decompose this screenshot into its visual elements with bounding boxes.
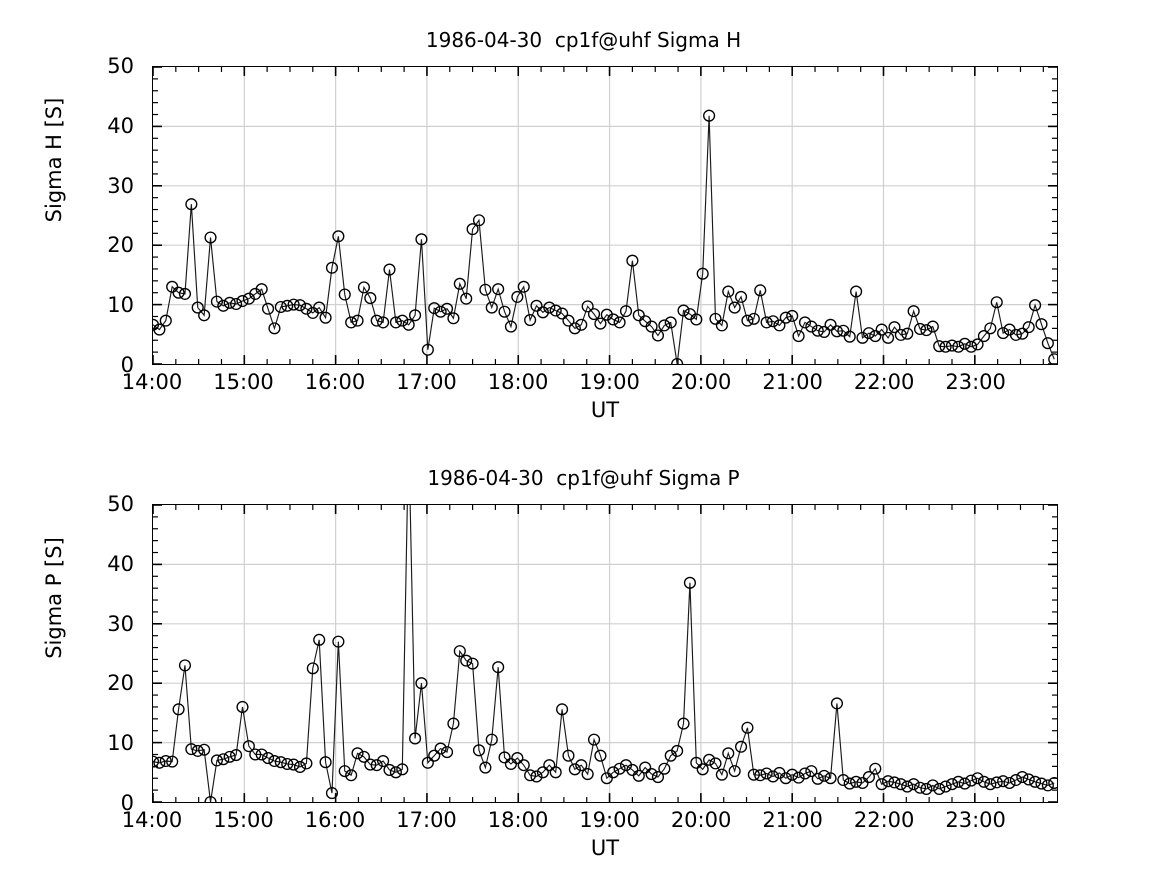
data-line: [153, 505, 1055, 802]
x-tick-label: 20:00: [670, 370, 732, 394]
x-tick-label: 18:00: [487, 808, 549, 832]
x-tick-label: 17:00: [396, 370, 457, 394]
axis-ticks: [153, 67, 1057, 364]
x-tick-label: 15:00: [213, 370, 274, 394]
y-tick-label: 50: [107, 54, 134, 78]
y-tick-label: 10: [107, 731, 134, 756]
y-tick-label: 30: [107, 173, 134, 198]
x-tick-label: 23:00: [945, 370, 1006, 394]
y-tick-label: 0: [120, 353, 134, 377]
x-tick-label: 20:00: [670, 808, 732, 832]
axis-ticks: [153, 505, 1057, 802]
y-axis-tick-labels-sigma-h: 0 10 20 30 40 50: [0, 54, 144, 377]
x-tick-label: 23:00: [945, 808, 1006, 832]
data-line: [153, 115, 1055, 364]
x-tick-label: 22:00: [853, 808, 915, 832]
x-tick-label: 21:00: [762, 370, 823, 394]
chart-title-sigma-h: 1986-04-30 cp1f@uhf Sigma H: [425, 28, 742, 52]
x-tick-label: 21:00: [762, 808, 823, 832]
x-tick-label: 14:00: [121, 808, 183, 832]
plot-area-sigma-p: [152, 504, 1058, 803]
chart-panel-sigma-h: 1986-04-30 cp1f@uhf Sigma H Sigma H [S] …: [0, 0, 1167, 437]
plot-area-sigma-h: [152, 66, 1058, 365]
x-axis-label-sigma-p: UT: [590, 836, 620, 860]
plot-svg-sigma-h: [153, 67, 1057, 364]
y-tick-label: 0: [120, 791, 134, 815]
x-tick-label: 19:00: [579, 808, 640, 832]
x-axis-tick-labels-sigma-p: 14:00 15:00 16:00 17:00 18:00 19:00 20:00 21:00…: [0, 808, 1167, 838]
y-tick-label: 20: [107, 233, 134, 258]
x-axis-tick-labels-sigma-h: 14:00 15:00 16:00 17:00 18:00 19:00 20:00 21:00…: [0, 370, 1167, 400]
data-markers: [153, 576, 1057, 802]
chart-title-sigma-p: 1986-04-30 cp1f@uhf Sigma P: [427, 466, 740, 490]
data-markers: [153, 109, 1057, 364]
y-tick-label: 20: [107, 671, 134, 696]
gridlines: [153, 67, 1057, 364]
y-tick-label: 30: [107, 611, 134, 636]
y-axis-tick-labels-sigma-p: 0 10 20 30 40 50: [0, 492, 144, 815]
x-tick-label: 15:00: [213, 808, 274, 832]
y-tick-label: 50: [107, 492, 134, 516]
chart-panel-sigma-p: 1986-04-30 cp1f@uhf Sigma P Sigma P [S] …: [0, 438, 1167, 875]
x-tick-label: 22:00: [853, 370, 915, 394]
plot-svg-sigma-p: [153, 505, 1057, 802]
x-tick-label: 17:00: [396, 808, 457, 832]
x-tick-label: 14:00: [121, 370, 183, 394]
x-tick-label: 19:00: [579, 370, 640, 394]
x-tick-label: 18:00: [487, 370, 549, 394]
y-tick-label: 40: [107, 113, 134, 138]
x-tick-label: 16:00: [304, 808, 366, 832]
y-tick-label: 10: [107, 293, 134, 318]
x-axis-label-sigma-h: UT: [590, 398, 620, 422]
y-tick-label: 40: [107, 551, 134, 576]
x-tick-label: 16:00: [304, 370, 366, 394]
